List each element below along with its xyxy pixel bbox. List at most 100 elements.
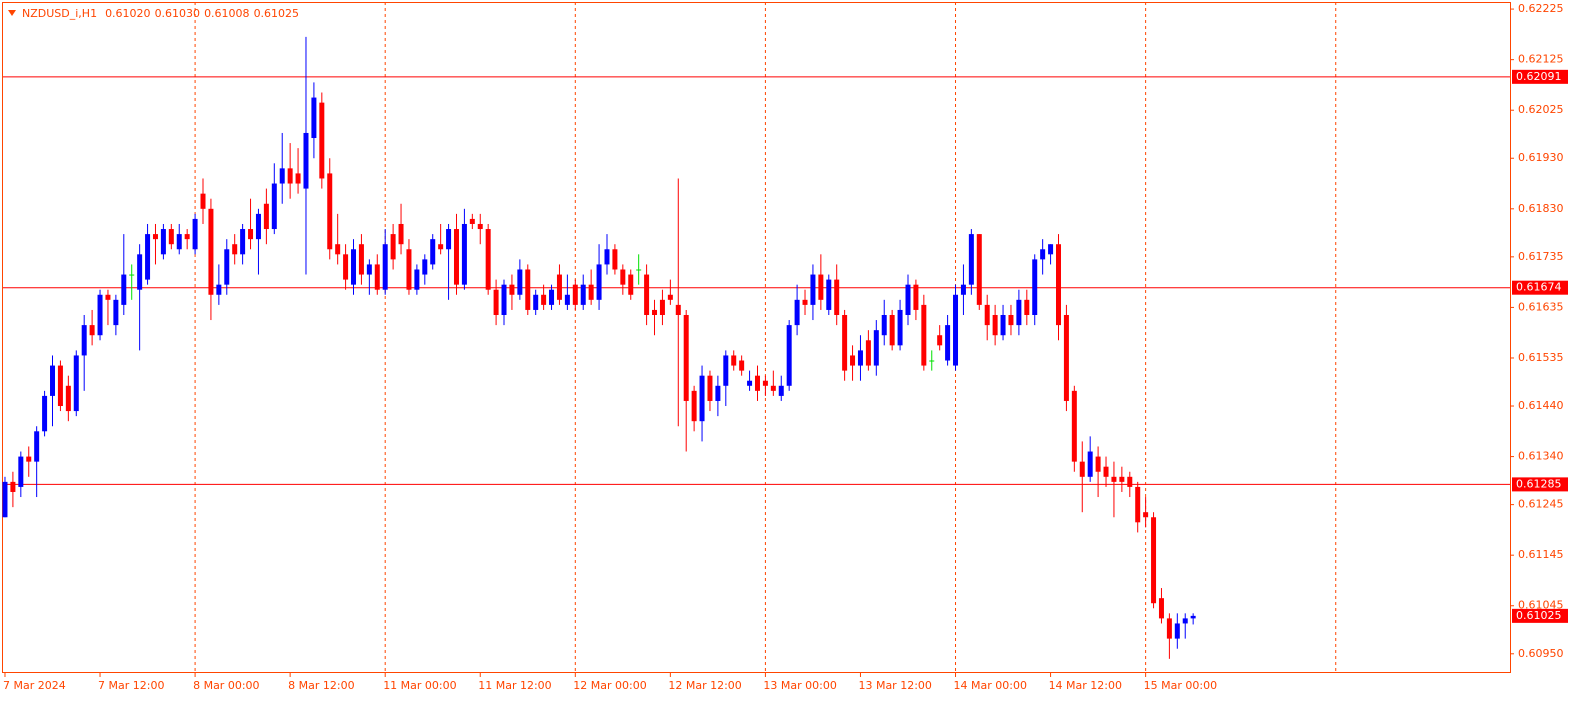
header-value: 0.61008 — [204, 7, 250, 20]
candle-body — [311, 97, 317, 139]
candle-body — [414, 269, 420, 290]
candle-body — [929, 360, 935, 362]
price-label-box — [1512, 608, 1568, 623]
candle-body — [517, 269, 523, 295]
candle-body — [160, 229, 166, 255]
candle-body — [335, 244, 341, 255]
candle-body — [612, 249, 618, 270]
candle-body — [295, 173, 301, 184]
candle-body — [699, 375, 705, 422]
x-tick-label: 11 Mar 00:00 — [383, 679, 456, 692]
x-tick-label: 11 Mar 12:00 — [478, 679, 551, 692]
candle-body — [216, 284, 222, 295]
candle-body — [905, 284, 911, 315]
candle-body — [176, 234, 182, 250]
candle-body — [786, 325, 792, 386]
header-value: 0.61025 — [254, 7, 300, 20]
candle-body — [1143, 512, 1149, 518]
candle-body — [707, 375, 713, 401]
header-value: 0.61030 — [155, 7, 201, 20]
candle-body — [240, 229, 246, 255]
candle-body — [18, 456, 24, 487]
header-arrow — [8, 10, 16, 16]
candle-body — [857, 350, 863, 366]
candle-body — [366, 264, 372, 275]
x-tick-label: 12 Mar 12:00 — [668, 679, 741, 692]
candle-body — [1040, 249, 1046, 260]
candle-body — [1158, 598, 1164, 619]
candle-body — [1103, 466, 1109, 477]
candle-body — [1016, 299, 1022, 326]
candle-body — [564, 294, 570, 305]
candle-body — [937, 335, 943, 346]
x-tick-label: 14 Mar 12:00 — [1049, 679, 1122, 692]
candle-body — [26, 456, 32, 462]
candle-body — [533, 294, 539, 310]
candle-body — [826, 279, 832, 310]
candle-body — [770, 385, 776, 391]
candle-body — [184, 234, 190, 240]
candle-body — [42, 395, 48, 432]
candle-body — [675, 304, 681, 315]
candle-body — [620, 269, 626, 285]
candle-body — [873, 330, 879, 366]
candle-body — [889, 314, 895, 346]
candle-body — [865, 340, 871, 366]
candle-body — [754, 375, 760, 391]
y-tick-label: 0.61340 — [1518, 450, 1564, 463]
candle-body — [477, 223, 483, 230]
candle-body — [469, 218, 475, 224]
level-label-box — [1512, 477, 1568, 492]
candle-body — [351, 249, 357, 285]
candle-body — [739, 360, 745, 371]
candle-body — [810, 274, 816, 305]
price-label: 0.61025 — [1516, 609, 1562, 622]
candle-body — [778, 385, 784, 396]
candle-body — [1119, 476, 1125, 482]
y-tick-label: 0.61635 — [1518, 300, 1564, 313]
candle-body — [1055, 244, 1061, 326]
candle-body — [556, 274, 562, 300]
candle-body — [802, 299, 808, 305]
candle-body — [683, 314, 689, 401]
candle-body — [192, 218, 198, 250]
candle-body — [279, 168, 285, 184]
candle-body — [525, 269, 531, 310]
candle-body — [287, 168, 293, 184]
candle-body — [1071, 390, 1077, 462]
candle-body — [263, 203, 269, 230]
candle-body — [818, 274, 824, 300]
y-tick-label: 0.61145 — [1518, 548, 1564, 561]
candle-body — [248, 229, 254, 240]
y-tick-label: 0.62125 — [1518, 53, 1564, 66]
candle-body — [1087, 451, 1093, 477]
x-tick-label: 7 Mar 2024 — [3, 679, 66, 692]
candle-body — [453, 229, 459, 285]
x-tick-label: 7 Mar 12:00 — [98, 679, 164, 692]
candle-body — [121, 274, 127, 305]
candle-body — [327, 173, 333, 250]
candle-body — [501, 284, 507, 315]
candle-body — [224, 249, 230, 285]
candle-body — [168, 229, 174, 245]
candle-body — [232, 244, 238, 255]
candle-body — [659, 299, 665, 315]
candle-body — [81, 325, 87, 356]
candle-body — [984, 304, 990, 326]
candle-body — [1151, 517, 1157, 604]
candle-body — [485, 229, 491, 290]
candle-body — [588, 284, 594, 300]
candle-body — [628, 274, 634, 295]
candle-body — [2, 481, 8, 518]
candle-body — [1166, 618, 1172, 639]
candle-body — [57, 365, 63, 407]
candle-body — [145, 234, 151, 280]
candle-body — [438, 244, 444, 250]
candle-body — [976, 234, 982, 305]
candle-body — [747, 380, 753, 386]
plot-frame — [2, 2, 1511, 673]
candle-body — [1135, 486, 1141, 523]
candle-body — [580, 284, 586, 305]
